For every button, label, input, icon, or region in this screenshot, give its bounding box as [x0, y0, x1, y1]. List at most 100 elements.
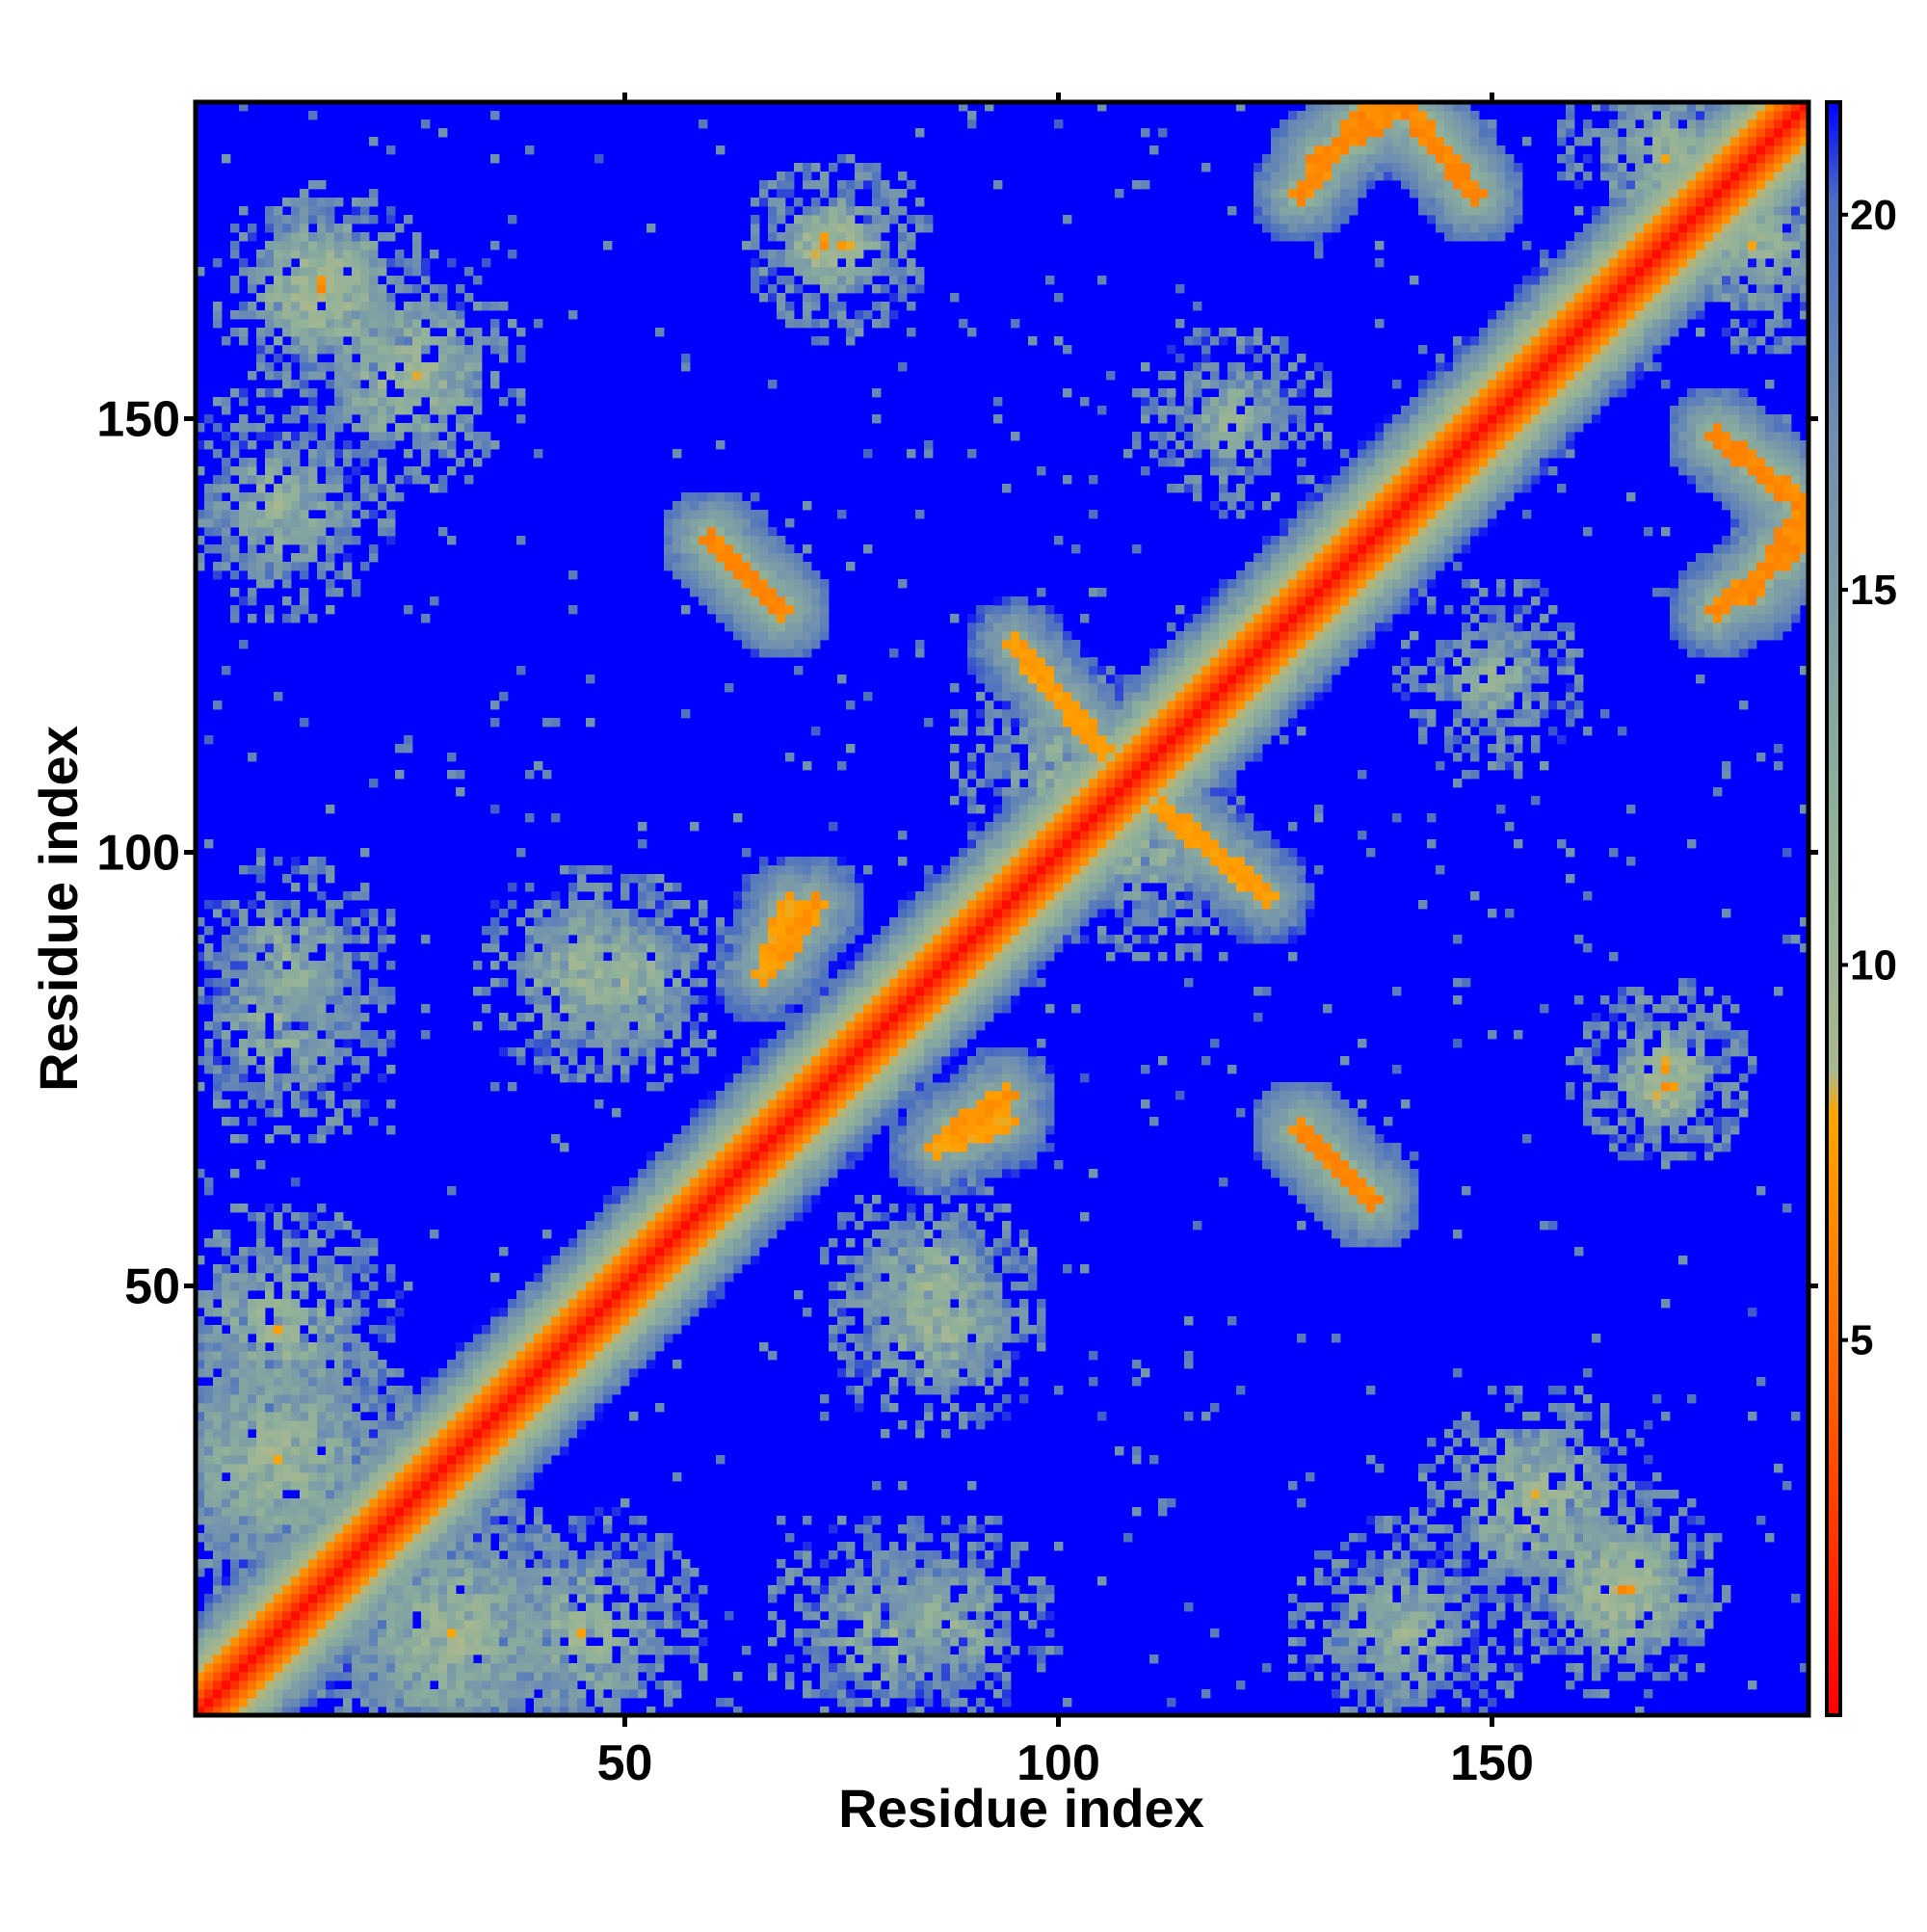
heatmap-cell [334, 1247, 344, 1257]
heatmap-cell [777, 1013, 786, 1022]
heatmap-cell [438, 1594, 448, 1603]
heatmap-cell [534, 1412, 543, 1421]
heatmap-cell [560, 1342, 569, 1352]
heatmap-cell [412, 1455, 422, 1465]
heatmap-cell [733, 527, 743, 537]
heatmap-cell [699, 1143, 708, 1152]
heatmap-cell [308, 865, 318, 875]
heatmap-cell [725, 1073, 734, 1083]
heatmap-cell [447, 1559, 457, 1569]
heatmap-cell [690, 1654, 700, 1664]
heatmap-cell [751, 1186, 760, 1196]
heatmap-cell [655, 1637, 665, 1647]
heatmap-cell [369, 328, 379, 337]
heatmap-cell [508, 1316, 517, 1326]
heatmap-cell [369, 1264, 379, 1274]
heatmap-cell [300, 302, 309, 311]
heatmap-cell [256, 1160, 266, 1170]
heatmap-cell [308, 501, 318, 511]
heatmap-cell [499, 1542, 509, 1551]
heatmap-cell [274, 241, 283, 251]
heatmap-cell [378, 1516, 387, 1525]
heatmap-cell [742, 518, 752, 528]
heatmap-cell [473, 1646, 483, 1655]
heatmap-cell [490, 1394, 500, 1404]
heatmap-cell [768, 527, 778, 537]
heatmap-cell [464, 432, 474, 441]
heatmap-cell [534, 1438, 543, 1447]
heatmap-cell [742, 1073, 752, 1083]
heatmap-cell [352, 1498, 361, 1508]
heatmap-cell [768, 232, 778, 242]
heatmap-cell [456, 458, 465, 467]
heatmap-cell [248, 1533, 257, 1543]
heatmap-cell [352, 1533, 361, 1543]
heatmap-cell [551, 1134, 561, 1144]
heatmap-cell [222, 1039, 231, 1048]
heatmap-cell [516, 1325, 526, 1335]
heatmap-cell [343, 1707, 353, 1716]
heatmap-cell [317, 570, 327, 580]
heatmap-cell [430, 1602, 439, 1612]
heatmap-cell [594, 1013, 604, 1022]
heatmap-cell [638, 1195, 647, 1204]
heatmap-cell [568, 1689, 578, 1699]
heatmap-cell [282, 1533, 292, 1543]
heatmap-cell [256, 1455, 266, 1465]
heatmap-cell [612, 1672, 621, 1681]
heatmap-cell [690, 1230, 700, 1239]
heatmap-cell [239, 943, 249, 953]
heatmap-cell [456, 345, 465, 355]
heatmap-cell [360, 1507, 370, 1517]
heatmap-cell [508, 1412, 517, 1421]
heatmap-cell [690, 978, 700, 988]
heatmap-cell [274, 544, 283, 554]
heatmap-cell [239, 1394, 249, 1404]
heatmap-cell [759, 293, 769, 303]
heatmap-cell [352, 588, 361, 597]
heatmap-cell [525, 1290, 535, 1300]
heatmap-cell [525, 935, 535, 944]
heatmap-cell [577, 1628, 587, 1638]
heatmap-cell [248, 995, 257, 1005]
heatmap-cell [759, 1195, 769, 1204]
heatmap-cell [343, 1611, 353, 1621]
heatmap-cell [343, 354, 353, 363]
heatmap-cell [647, 1195, 656, 1204]
heatmap-cell [317, 987, 327, 996]
heatmap-cell [525, 1368, 535, 1378]
heatmap-cell [404, 1533, 413, 1543]
heatmap-cell [681, 354, 691, 363]
heatmap-cell [664, 1290, 673, 1300]
heatmap-cell [196, 1611, 205, 1621]
heatmap-cell [204, 1290, 214, 1300]
heatmap-cell [239, 1559, 249, 1569]
heatmap-cell [334, 1620, 344, 1629]
heatmap-cell [213, 1420, 223, 1430]
heatmap-cell [725, 579, 734, 589]
heatmap-cell [456, 1386, 465, 1395]
heatmap-cell [239, 562, 249, 571]
heatmap-cell [326, 1056, 335, 1066]
heatmap-cell [300, 562, 309, 571]
heatmap-cell [681, 1047, 691, 1057]
heatmap-cell [577, 1637, 587, 1647]
heatmap-cell [317, 1585, 327, 1595]
heatmap-cell [421, 1533, 431, 1543]
heatmap-cell [386, 961, 396, 970]
heatmap-cell [248, 510, 257, 519]
heatmap-cell [551, 900, 561, 910]
heatmap-cell [690, 1611, 700, 1621]
heatmap-cell [308, 180, 318, 190]
heatmap-cell [308, 883, 318, 892]
heatmap-cell [291, 475, 301, 485]
heatmap-cell [352, 1559, 361, 1569]
heatmap-cell [542, 1524, 552, 1534]
heatmap-cell [196, 1481, 205, 1491]
heatmap-cell [690, 1256, 700, 1265]
heatmap-cell [204, 1620, 214, 1629]
heatmap-cell [196, 1654, 205, 1664]
heatmap-cell [603, 1698, 613, 1707]
heatmap-cell [213, 1611, 223, 1621]
heatmap-cell [655, 1151, 665, 1161]
